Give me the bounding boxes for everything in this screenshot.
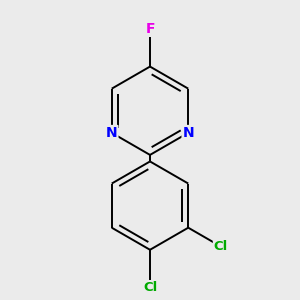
- Text: N: N: [182, 126, 194, 140]
- Text: Cl: Cl: [214, 240, 228, 253]
- Text: Cl: Cl: [143, 281, 157, 294]
- Text: F: F: [145, 22, 155, 36]
- Text: N: N: [106, 126, 118, 140]
